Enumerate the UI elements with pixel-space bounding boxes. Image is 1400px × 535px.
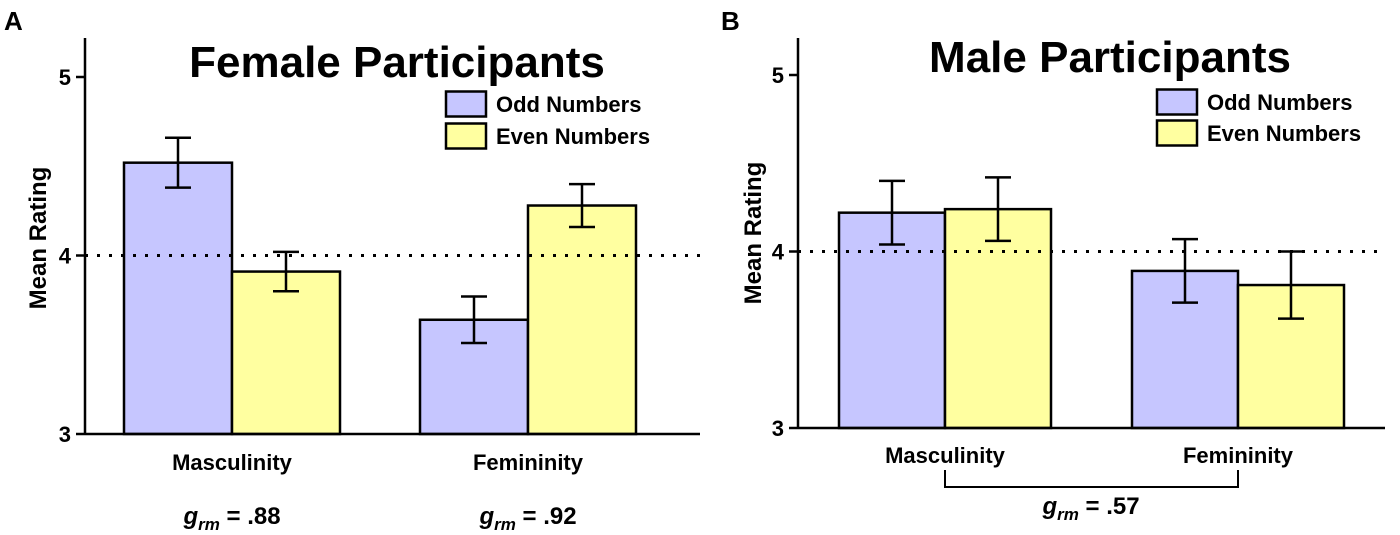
y-tick-label: 5 <box>59 65 71 90</box>
panel-b-title: Male Participants <box>929 33 1291 82</box>
bar-even-numbers-masculinity <box>230 270 342 436</box>
legend-swatch <box>444 122 488 150</box>
legend-swatch <box>1155 88 1199 116</box>
y-tick-label: 4 <box>59 244 72 269</box>
panel-b-letter: B <box>721 6 740 36</box>
panel-a: A Female Participants Mean Rating 3 4 5 Mas… <box>4 6 700 534</box>
legend-swatch <box>444 90 488 118</box>
panel-a-title: Female Participants <box>189 38 605 87</box>
effect-size-label: grm = .88 <box>182 503 280 534</box>
panel-b: B Male Participants Mean Rating 3 4 5 Mascu… <box>721 6 1385 524</box>
legend-label: Odd Numbers <box>496 92 641 117</box>
bar-even-numbers-femininity <box>526 204 638 436</box>
panel-a-letter: A <box>4 6 23 36</box>
panel-b-y-axis-label: Mean Rating <box>740 162 767 305</box>
y-tick-label: 5 <box>772 63 784 88</box>
legend-label: Even Numbers <box>1207 121 1361 146</box>
x-category-label: Masculinity <box>885 443 1006 468</box>
y-tick-label: 3 <box>59 422 71 447</box>
effect-size-label: grm = .57 <box>1041 493 1139 524</box>
bar-odd-numbers-masculinity <box>122 161 234 436</box>
bar-odd-numbers-masculinity <box>837 211 947 430</box>
legend-label: Even Numbers <box>496 124 650 149</box>
x-category-label: Masculinity <box>172 450 293 475</box>
bar-even-numbers-masculinity <box>943 207 1053 430</box>
panel-a-y-axis-label: Mean Rating <box>25 167 52 310</box>
effect-size-label: grm = .92 <box>478 503 576 534</box>
x-category-label: Femininity <box>473 450 584 475</box>
legend-label: Odd Numbers <box>1207 90 1352 115</box>
y-tick-label: 3 <box>772 416 784 441</box>
x-category-label: Femininity <box>1183 443 1294 468</box>
legend-swatch <box>1155 119 1199 147</box>
y-tick-label: 4 <box>772 240 785 265</box>
comparison-bracket <box>944 470 1239 488</box>
